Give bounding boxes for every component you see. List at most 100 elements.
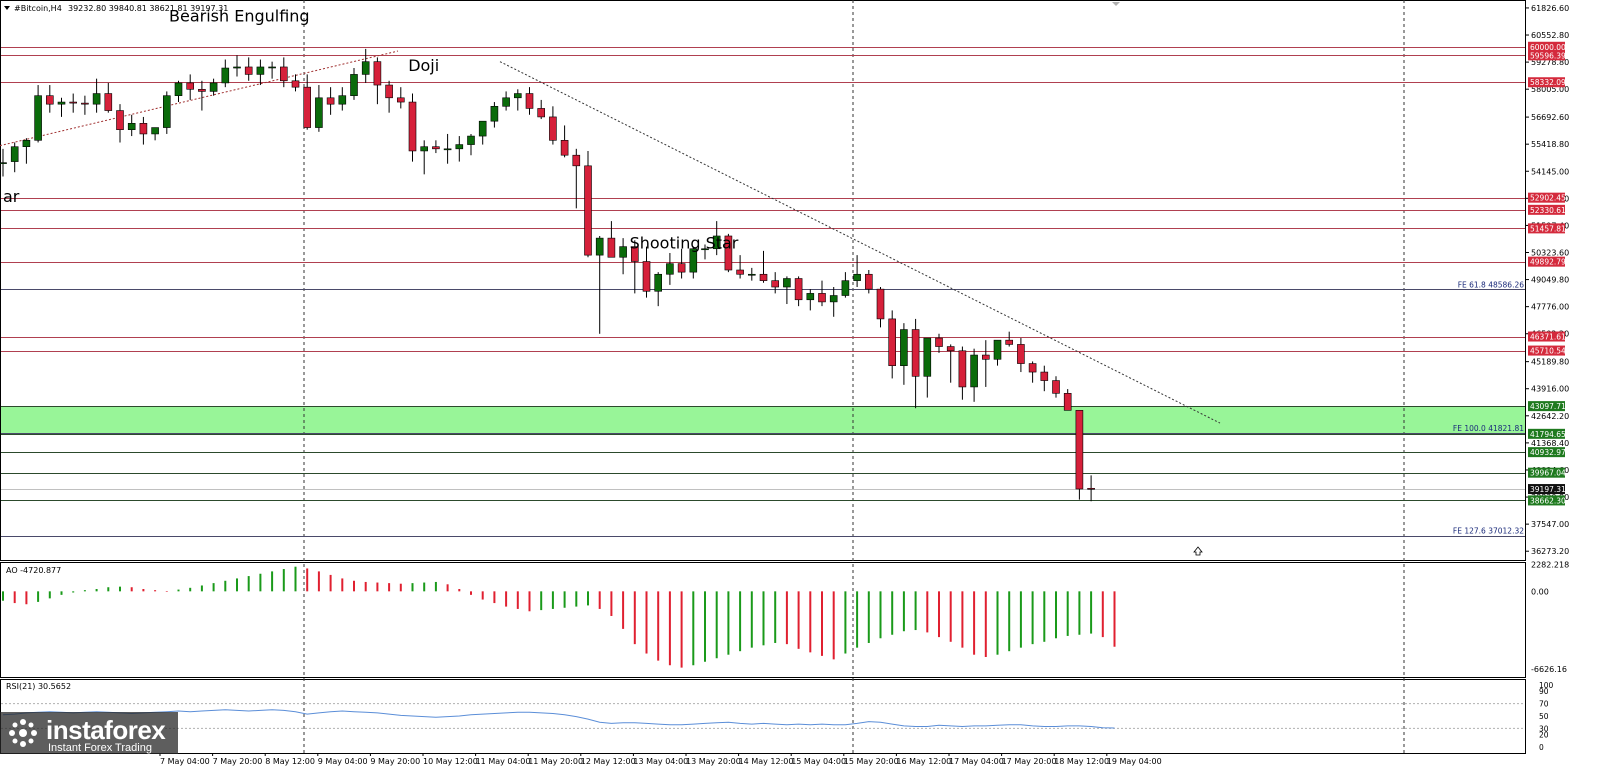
candle-body (818, 293, 826, 303)
x-axis-tick-label: 13 May 20:00 (686, 757, 741, 766)
candle-body (396, 97, 405, 103)
y-axis-tick-label: 59278.80 (1531, 58, 1569, 67)
rsi-tick-label: 0 (1539, 743, 1544, 752)
candle-body (256, 66, 265, 75)
main-panel-frame (0, 0, 1526, 561)
candle-body (806, 293, 815, 301)
ao-tick-label: 0.00 (1531, 587, 1549, 596)
y-axis-tick-label: 47776.00 (1531, 303, 1569, 312)
x-axis-tick-label: 14 May 12:00 (739, 757, 794, 766)
pattern-annotation: Bearish Engulfing (169, 6, 310, 25)
x-axis-tick-label: 7 May 04:00 (160, 757, 210, 766)
y-axis-tick-label: 55418.80 (1531, 140, 1569, 149)
candle-body (139, 123, 148, 135)
candle-body (724, 235, 733, 271)
price-label-text: 41794.65 (1530, 430, 1566, 439)
candle-body (1087, 487, 1095, 490)
candle-body (209, 82, 218, 92)
candle-body (513, 93, 522, 99)
y-axis-tick-label: 56692.60 (1531, 113, 1569, 122)
pattern-annotation: Shooting Star (630, 234, 739, 253)
price-label-text: 45710.54 (1530, 347, 1566, 356)
candle-body (455, 144, 464, 150)
candle-body (45, 95, 54, 105)
price-label-text: 58332.09 (1530, 78, 1566, 87)
candle-body (127, 123, 136, 130)
candle-body (1052, 380, 1060, 394)
candle-body (244, 66, 253, 75)
candle-body (900, 329, 908, 366)
price-label-box (1528, 495, 1565, 506)
ao-tick-label: -6626.16 (1531, 665, 1567, 674)
candle-body (1040, 371, 1049, 381)
candle-body (946, 346, 955, 352)
candle-body (853, 273, 861, 281)
price-label-text: 39967.04 (1530, 469, 1566, 478)
x-axis-tick-label: 13 May 04:00 (633, 757, 688, 766)
candle-body (630, 246, 639, 262)
candle-body (221, 67, 230, 84)
candle-body (560, 140, 569, 156)
candle-body (677, 263, 686, 273)
y-axis-tick-label: 36273.20 (1531, 547, 1569, 556)
candle-body (69, 101, 77, 104)
candle-body (864, 273, 873, 290)
candle-body (888, 318, 897, 366)
x-axis-tick-label: 8 May 12:00 (265, 757, 315, 766)
y-axis-tick-label: 45189.80 (1531, 358, 1569, 367)
candle-body (0, 162, 7, 164)
candle-body (315, 97, 323, 128)
price-label-box (1528, 223, 1565, 234)
price-label-text: 49892.79 (1530, 258, 1566, 267)
candle-body (935, 337, 943, 347)
x-axis-tick-label: 18 May 12:00 (1054, 757, 1109, 766)
y-axis-tick-label: 49049.80 (1531, 276, 1569, 285)
candle-body (81, 102, 89, 105)
candle-body (572, 154, 581, 167)
x-axis-tick-label: 17 May 04:00 (949, 757, 1004, 766)
candle-body (478, 120, 487, 137)
price-label-box (1528, 256, 1565, 267)
candle-body (373, 61, 382, 86)
candle-body (712, 235, 721, 250)
price-label-text: 52330.61 (1530, 206, 1566, 215)
chart-ohlc-label: 39232.80 39840.81 38621.81 39197.31 (68, 4, 228, 13)
x-axis-tick-label: 11 May 04:00 (476, 757, 531, 766)
y-axis-tick-label: 43916.00 (1531, 385, 1569, 394)
candle-body (958, 350, 967, 388)
candle-body (525, 93, 534, 109)
candle-body (549, 116, 557, 141)
candle-body (689, 248, 698, 273)
candle-body (642, 261, 651, 292)
price-label-text: 43097.71 (1530, 402, 1566, 411)
price-label-text: 51457.81 (1530, 224, 1566, 233)
candle-body (584, 165, 592, 256)
candle-body (607, 237, 616, 258)
x-axis-tick-label: 11 May 20:00 (528, 757, 583, 766)
rsi-tick-label: 100 (1539, 681, 1554, 690)
candle-body (1005, 339, 1014, 345)
candle-body (783, 278, 791, 288)
candle-body (981, 354, 990, 360)
ao-panel-frame (0, 562, 1526, 678)
fib-level-label: FE 61.8 48586.26 (1458, 280, 1525, 289)
rsi-tick-label: 90 (1539, 687, 1549, 696)
candle-body (291, 80, 300, 88)
candle-body (104, 93, 113, 111)
rsi-tick-label: 70 (1539, 700, 1549, 709)
candle-body (771, 280, 780, 288)
candle-body (1028, 363, 1037, 373)
pattern-annotation: ar (3, 187, 20, 206)
candle-body (10, 146, 19, 162)
y-axis-tick-label: 54145.00 (1531, 167, 1569, 176)
candle-body (537, 108, 546, 118)
x-axis-tick-label: 16 May 12:00 (896, 757, 951, 766)
x-axis-tick-label: 9 May 20:00 (370, 757, 420, 766)
candle-body (186, 82, 194, 90)
candle-body (619, 246, 627, 258)
candle-body (923, 337, 932, 377)
y-axis-tick-label: 50323.60 (1531, 248, 1569, 257)
y-axis-tick-label: 37547.00 (1531, 520, 1569, 529)
candle-body (1063, 393, 1072, 411)
